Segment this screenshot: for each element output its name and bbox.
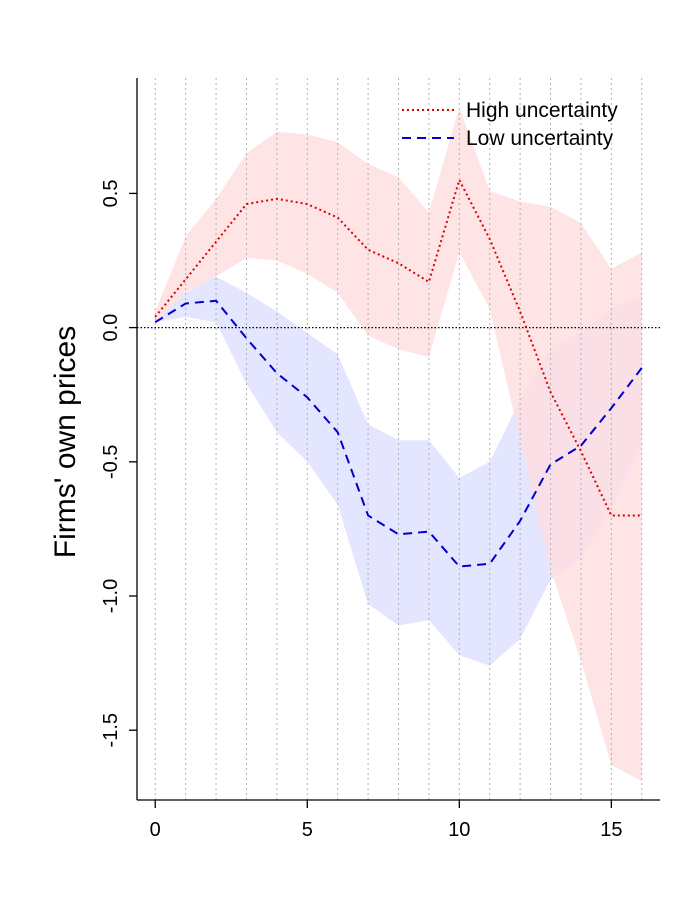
- y-tick-label-1: -1.0: [100, 579, 122, 613]
- vertical-gridlines: [154, 78, 643, 800]
- legend: High uncertainty Low uncertainty: [402, 99, 618, 150]
- y-tick-label-0: -1.5: [100, 713, 122, 747]
- y-axis-ticks: -1.5 -1.0 -0.5 0.0 0.5: [100, 180, 137, 747]
- series-lines: [154, 177, 643, 568]
- y-axis-title: Firms' own prices: [49, 326, 82, 558]
- legend-label-low-uncertainty: Low uncertainty: [466, 127, 614, 150]
- band-high-uncertainty: [155, 107, 642, 782]
- axes: [136, 78, 660, 801]
- y-tick-label-2: -0.5: [100, 445, 122, 479]
- x-tick-label-5: 5: [302, 819, 313, 841]
- y-tick-label-3: 0.0: [100, 314, 122, 342]
- x-tick-label-0: 0: [150, 819, 161, 841]
- line-low-uncertainty: [154, 299, 643, 568]
- x-tick-label-15: 15: [600, 819, 622, 841]
- x-axis-ticks: 0 5 10 15: [150, 800, 622, 841]
- x-tick-label-10: 10: [448, 819, 470, 841]
- y-tick-label-4: 0.5: [100, 180, 122, 208]
- legend-label-high-uncertainty: High uncertainty: [466, 99, 618, 122]
